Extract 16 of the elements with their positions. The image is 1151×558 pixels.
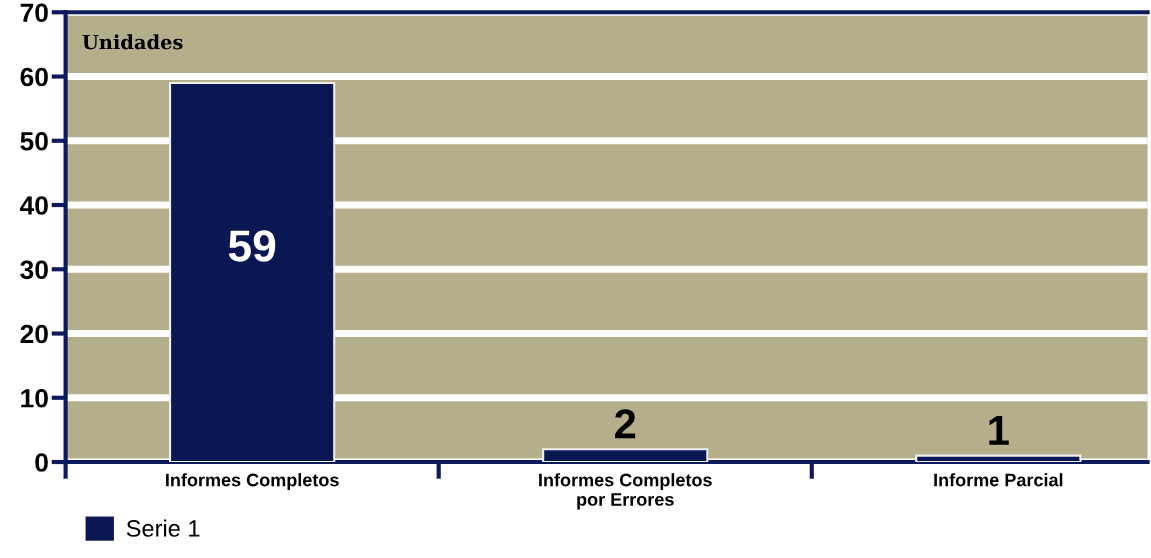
x-tick-label: Informes Completos bbox=[166, 473, 339, 490]
data-label: 59 bbox=[228, 230, 276, 262]
data-label: 2 bbox=[615, 409, 636, 439]
y-tick-label: 70 bbox=[20, 3, 48, 23]
x-tick-label: Informes Completos por Errores bbox=[539, 473, 712, 510]
data-label: 1 bbox=[989, 416, 1009, 445]
y-tick-label: 20 bbox=[20, 324, 48, 344]
y-tick-label: 30 bbox=[20, 260, 48, 280]
y-axis-title: Unidades bbox=[82, 34, 183, 50]
y-tick-label: 60 bbox=[20, 67, 48, 87]
x-tick-label: Informe Parcial bbox=[934, 473, 1063, 487]
y-tick-label: 10 bbox=[21, 388, 48, 408]
legend-label: Serie 1 bbox=[126, 519, 200, 537]
y-tick-label: 40 bbox=[19, 196, 48, 215]
y-tick-label: 50 bbox=[20, 131, 48, 151]
y-tick-label: 0 bbox=[35, 453, 48, 472]
